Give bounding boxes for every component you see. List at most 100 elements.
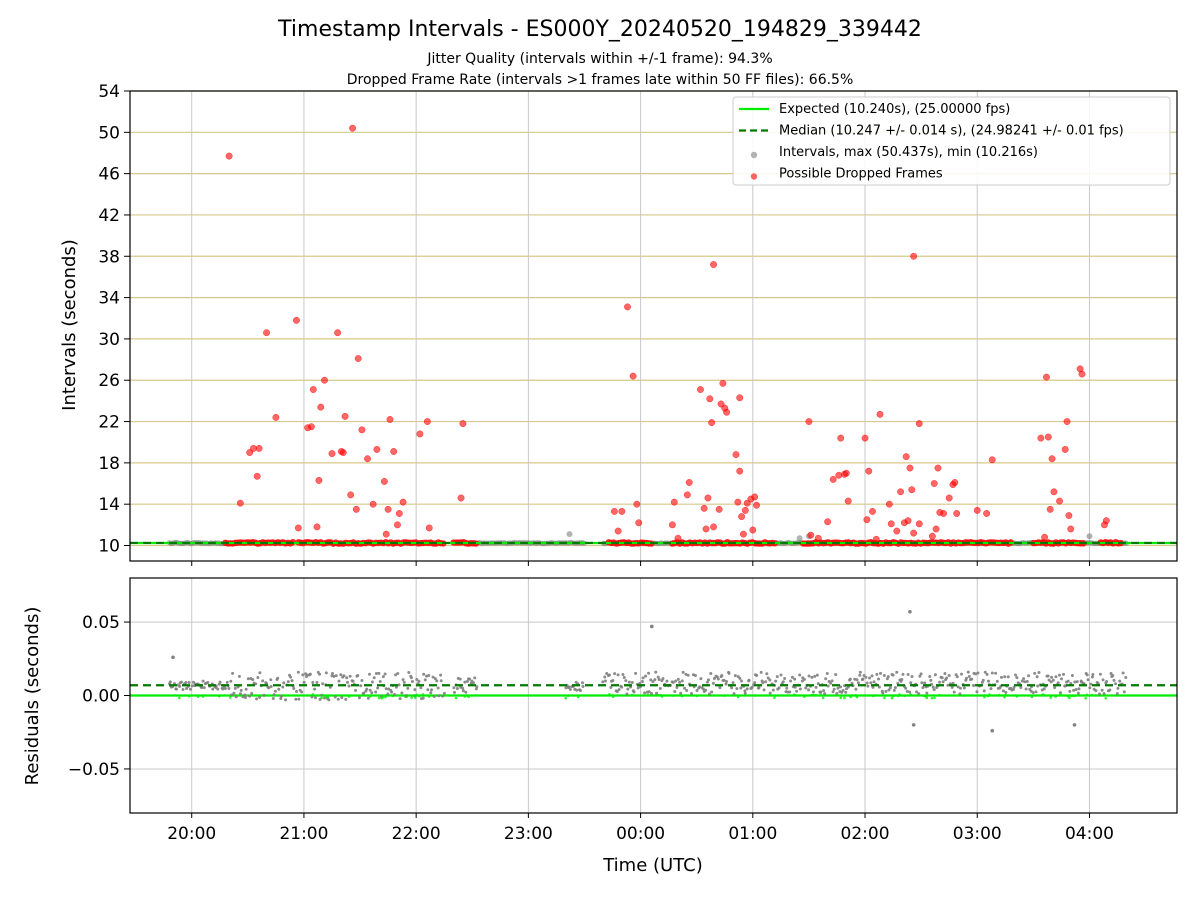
residual-point [433,677,437,681]
dropped-frame-point [624,303,631,311]
residual-point [468,677,472,681]
residual-point [429,691,433,695]
residual-point [472,681,476,685]
dropped-frame-point [294,524,302,532]
residual-point [826,684,830,688]
residual-point [427,695,431,698]
residual-point [869,681,873,685]
interval-point [1086,533,1093,540]
dropped-frame-point [629,372,637,380]
residual-point [271,697,275,701]
dropped-frame-point [865,467,873,475]
residual-point [233,686,237,690]
residual-point [248,694,252,698]
residual-point [665,679,669,683]
residual-point [386,692,390,696]
dropped-frame-point [930,480,938,487]
residual-point [279,694,283,698]
residual-point [439,679,443,683]
residual-point [1104,696,1107,700]
residual-point [850,681,854,685]
residual-point [1085,693,1089,697]
residual-point [333,695,337,699]
residual-point [636,686,640,690]
residual-point [609,686,613,690]
residual-point [836,686,840,690]
chart-title: Timestamp Intervals - ES000Y_20240520_19… [277,17,922,42]
dropped-frame-point [1041,533,1049,541]
residual-point [834,672,838,676]
residual-point [919,672,923,676]
residual-point [813,674,817,678]
dropped-frame-point [618,507,626,515]
residual-point [1073,694,1076,698]
residual-point [878,671,882,675]
residual-point [290,679,294,683]
residual-point [983,670,987,674]
residual-point [710,690,714,694]
residual-point [390,690,394,694]
residual-point [875,672,879,676]
residual-point [564,686,568,690]
residual-point [1124,675,1128,679]
residual-point [946,683,950,687]
residual-point [372,676,376,680]
residual-point [568,688,572,692]
residual-point [654,670,658,674]
residual-point [430,688,434,692]
residual-point [308,672,312,676]
residual-point [243,696,247,700]
residual-outlier-point [171,655,175,660]
dropped-frame-point [876,410,884,418]
residual-point [823,692,827,696]
y-tick-label: 22 [98,413,120,433]
residual-point [890,696,894,700]
residual-point [622,676,626,680]
residual-point [1068,696,1071,700]
residual-point [736,695,740,699]
residual-point [881,691,885,695]
residual-point [955,675,959,679]
residual-point [704,688,708,692]
residual-point [336,697,340,701]
residual-point [861,677,865,681]
dropped-frame-point [1102,517,1110,525]
residual-point [1057,673,1061,677]
residual-point [244,687,248,691]
residual-point [465,679,469,683]
y-tick-label: 0.05 [82,613,120,633]
residual-point [779,673,783,677]
residual-point [671,680,675,684]
residual-point [854,687,858,691]
residual-point [376,686,380,690]
residual-point [624,679,628,683]
residual-point [201,679,205,683]
residual-point [620,685,624,689]
dropped-frame-point [915,420,923,428]
residual-point [272,693,276,697]
residual-point [378,680,382,684]
residual-point [206,680,210,684]
residual-point [630,681,634,685]
dropped-frame-point [973,506,981,514]
residual-point [788,690,792,694]
residual-point [332,674,336,678]
dropped-frame-point [425,524,433,532]
residual-point [334,674,338,678]
residual-point [649,678,653,682]
legend-entry-intervals: Intervals, max (50.437s), min (10.216s) [779,145,1038,160]
y-tick-label: 30 [98,330,120,350]
dropped-frame-point [399,498,407,506]
residual-point [300,690,304,694]
residual-point [1006,675,1010,679]
residual-point [320,696,323,700]
dropped-frame-point [293,316,300,324]
residual-point [289,675,293,679]
residual-point [201,695,205,698]
legend-entry-median: Median (10.247 +/- 0.014 s), (24.98241 +… [779,124,1124,139]
legend: Expected (10.240s), (25.00000 fps) Median… [732,96,1171,186]
residual-point [1088,686,1092,690]
residual-point [644,674,648,678]
residual-point [909,681,913,685]
dropped-frame-point [236,499,244,507]
